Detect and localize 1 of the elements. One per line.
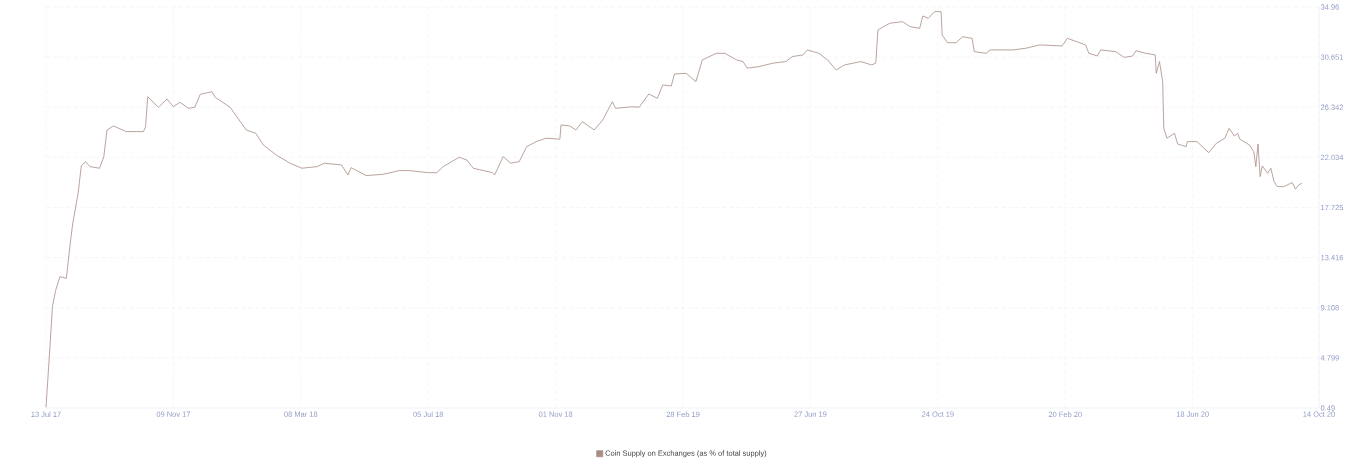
- line-series: [45, 11, 1303, 408]
